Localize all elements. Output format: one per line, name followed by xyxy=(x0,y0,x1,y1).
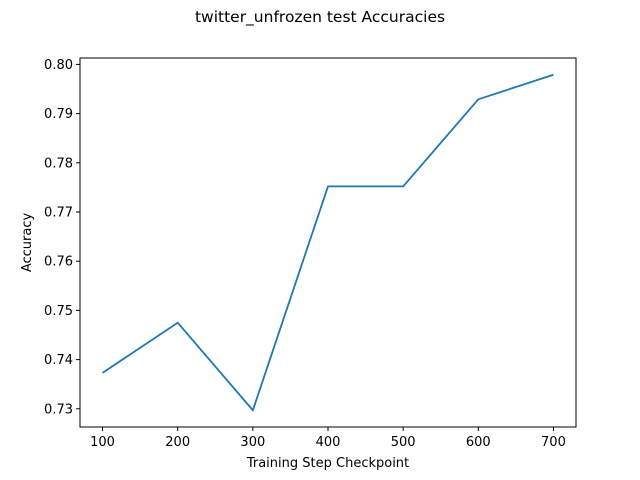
x-axis-label: Training Step Checkpoint xyxy=(246,456,409,471)
y-tick-label: 0.79 xyxy=(44,107,73,122)
y-tick-label: 0.78 xyxy=(44,156,73,171)
x-tick-label: 400 xyxy=(316,435,341,450)
series-line-0 xyxy=(102,73,554,412)
x-tick-label: 500 xyxy=(391,435,416,450)
y-tick-label: 0.80 xyxy=(44,58,73,73)
y-tick-label: 0.77 xyxy=(44,205,73,220)
y-axis: 0.73 0.74 0.75 0.76 0.77 0.78 0.79 0.80 xyxy=(44,58,80,417)
x-axis: 100 200 300 400 500 600 700 xyxy=(90,427,566,450)
y-tick-label: 0.73 xyxy=(44,402,73,417)
y-tick-label: 0.74 xyxy=(44,353,73,368)
x-tick-label: 700 xyxy=(541,435,566,450)
y-tick-label: 0.75 xyxy=(44,304,73,319)
x-tick-label: 200 xyxy=(165,435,190,450)
x-tick-label: 300 xyxy=(240,435,265,450)
chart-title: twitter_unfrozen test Accuracies xyxy=(195,8,445,27)
y-tick-label: 0.76 xyxy=(44,255,73,270)
y-axis-label: Accuracy xyxy=(20,213,35,273)
x-tick-label: 600 xyxy=(466,435,491,450)
x-tick-label: 100 xyxy=(90,435,115,450)
plot-area xyxy=(102,73,554,412)
axes-frame xyxy=(79,57,577,428)
